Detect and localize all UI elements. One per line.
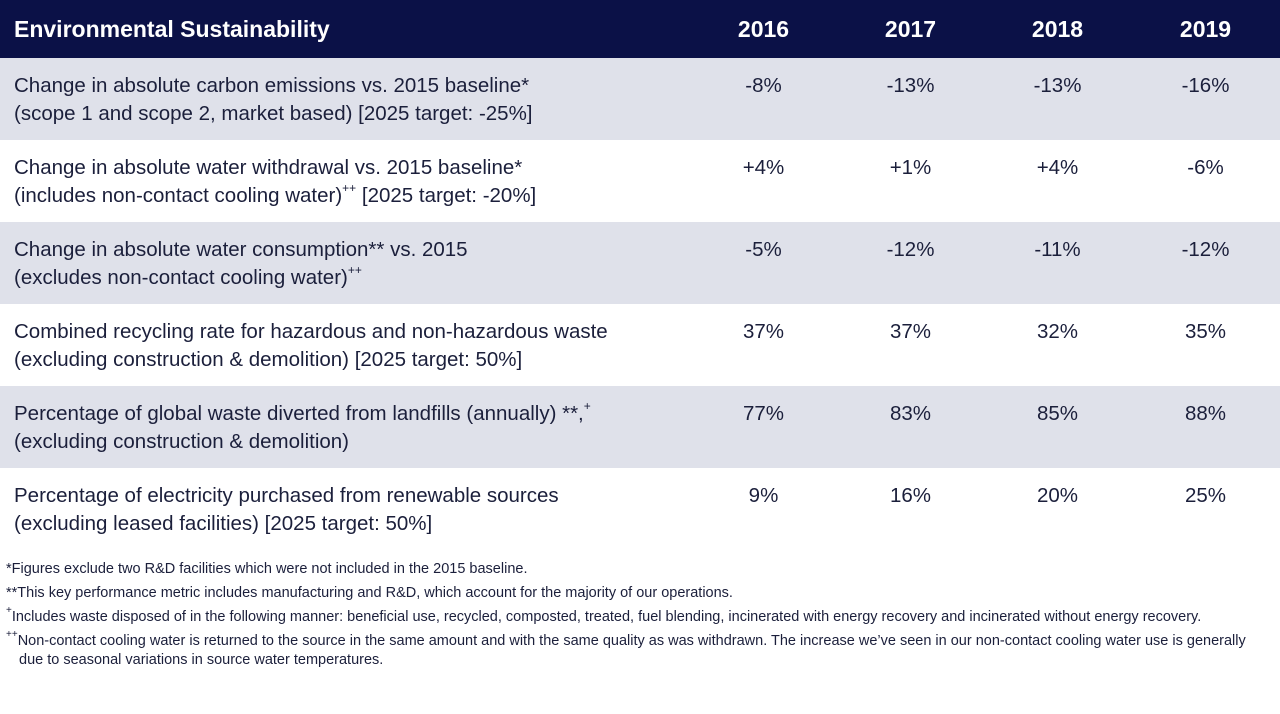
table-row: Combined recycling rate for hazardous an… xyxy=(0,304,1280,386)
table-row: Change in absolute water withdrawal vs. … xyxy=(0,140,1280,222)
value-cell-2018: -11% xyxy=(1034,238,1081,261)
value-cell-2016: -8% xyxy=(745,74,782,97)
footnote-marker: + xyxy=(583,399,591,414)
metric-label: Change in absolute carbon emissions vs. … xyxy=(0,58,690,128)
value-cell-2016: 77% xyxy=(742,402,785,425)
metric-label-line2: (excluding construction & demolition) xyxy=(14,430,349,453)
table-row: Percentage of electricity purchased from… xyxy=(0,468,1280,550)
value-cell-2017: 83% xyxy=(889,402,932,425)
metric-label-line1: Change in absolute water consumption** v… xyxy=(14,238,468,261)
value-cell-2016: 9% xyxy=(748,484,779,507)
value-cell-2016: 37% xyxy=(742,320,785,343)
metric-label-line2: (includes non-contact cooling water)++ [… xyxy=(14,181,537,207)
footnote-marker: ++ xyxy=(6,629,18,641)
footnote-text: *Figures exclude two R&D facilities whic… xyxy=(6,561,528,577)
metric-label: Percentage of global waste diverted from… xyxy=(0,386,690,456)
value-cell-2017: -13% xyxy=(886,74,935,97)
footnote-marker: + xyxy=(6,605,12,617)
metric-label: Percentage of electricity purchased from… xyxy=(0,468,690,538)
footnote-marker: ++ xyxy=(342,181,357,196)
value-cell-2019: -12% xyxy=(1181,238,1230,261)
year-header-2016: 2016 xyxy=(737,15,790,42)
table-title: Environmental Sustainability xyxy=(14,15,330,42)
metric-label: Change in absolute water consumption** v… xyxy=(0,222,690,292)
year-header-2017: 2017 xyxy=(884,15,937,42)
footnote: *Figures exclude two R&D facilities whic… xyxy=(6,560,1266,579)
value-cell-2019: -16% xyxy=(1181,74,1230,97)
footnote: **This key performance metric includes m… xyxy=(6,584,1266,603)
table-row: Change in absolute water consumption** v… xyxy=(0,222,1280,304)
metric-label-line1: Percentage of global waste diverted from… xyxy=(14,399,591,425)
value-cell-2017: 37% xyxy=(889,320,932,343)
value-cell-2019: 88% xyxy=(1184,402,1227,425)
metric-label-line2: (excluding leased facilities) [2025 targ… xyxy=(14,512,433,535)
metric-label-line2: (excluding construction & demolition) [2… xyxy=(14,348,523,371)
footnote-text: Non-contact cooling water is returned to… xyxy=(17,633,1246,668)
value-cell-2017: -12% xyxy=(886,238,935,261)
value-cell-2019: 35% xyxy=(1184,320,1227,343)
year-header-2018: 2018 xyxy=(1031,15,1084,42)
value-cell-2016: -5% xyxy=(745,238,782,261)
value-cell-2019: 25% xyxy=(1184,484,1227,507)
year-header-2019: 2019 xyxy=(1179,15,1232,42)
metric-label-line1: Percentage of electricity purchased from… xyxy=(14,484,559,507)
metric-label: Combined recycling rate for hazardous an… xyxy=(0,304,690,374)
sustainability-table: Environmental Sustainability 2016 2017 2… xyxy=(0,0,1280,550)
metric-label: Change in absolute water withdrawal vs. … xyxy=(0,140,690,210)
footnote-text: **This key performance metric includes m… xyxy=(6,585,733,601)
value-cell-2017: +1% xyxy=(889,156,932,179)
value-cell-2018: 20% xyxy=(1036,484,1079,507)
footnote: ++Non-contact cooling water is returned … xyxy=(6,629,1266,670)
value-cell-2017: 16% xyxy=(889,484,932,507)
metric-label-line2: (excludes non-contact cooling water)++ xyxy=(14,263,362,289)
value-cell-2018: -13% xyxy=(1033,74,1082,97)
value-cell-2018: +4% xyxy=(1036,156,1079,179)
value-cell-2018: 32% xyxy=(1036,320,1079,343)
value-cell-2019: -6% xyxy=(1187,156,1224,179)
metric-label-line2: (scope 1 and scope 2, market based) [202… xyxy=(14,102,533,125)
value-cell-2016: +4% xyxy=(742,156,785,179)
footnote: +Includes waste disposed of in the follo… xyxy=(6,605,1266,627)
table-header: Environmental Sustainability 2016 2017 2… xyxy=(0,0,1280,58)
table-row: Percentage of global waste diverted from… xyxy=(0,386,1280,468)
metric-label-line1: Change in absolute water withdrawal vs. … xyxy=(14,156,523,179)
table-row: Change in absolute carbon emissions vs. … xyxy=(0,58,1280,140)
footnote-marker: ++ xyxy=(347,263,362,278)
value-cell-2018: 85% xyxy=(1036,402,1079,425)
metric-label-line1: Change in absolute carbon emissions vs. … xyxy=(14,74,530,97)
metric-label-line1: Combined recycling rate for hazardous an… xyxy=(14,320,608,343)
footnotes: *Figures exclude two R&D facilities whic… xyxy=(0,550,1280,670)
footnote-text: Includes waste disposed of in the follow… xyxy=(11,609,1202,625)
